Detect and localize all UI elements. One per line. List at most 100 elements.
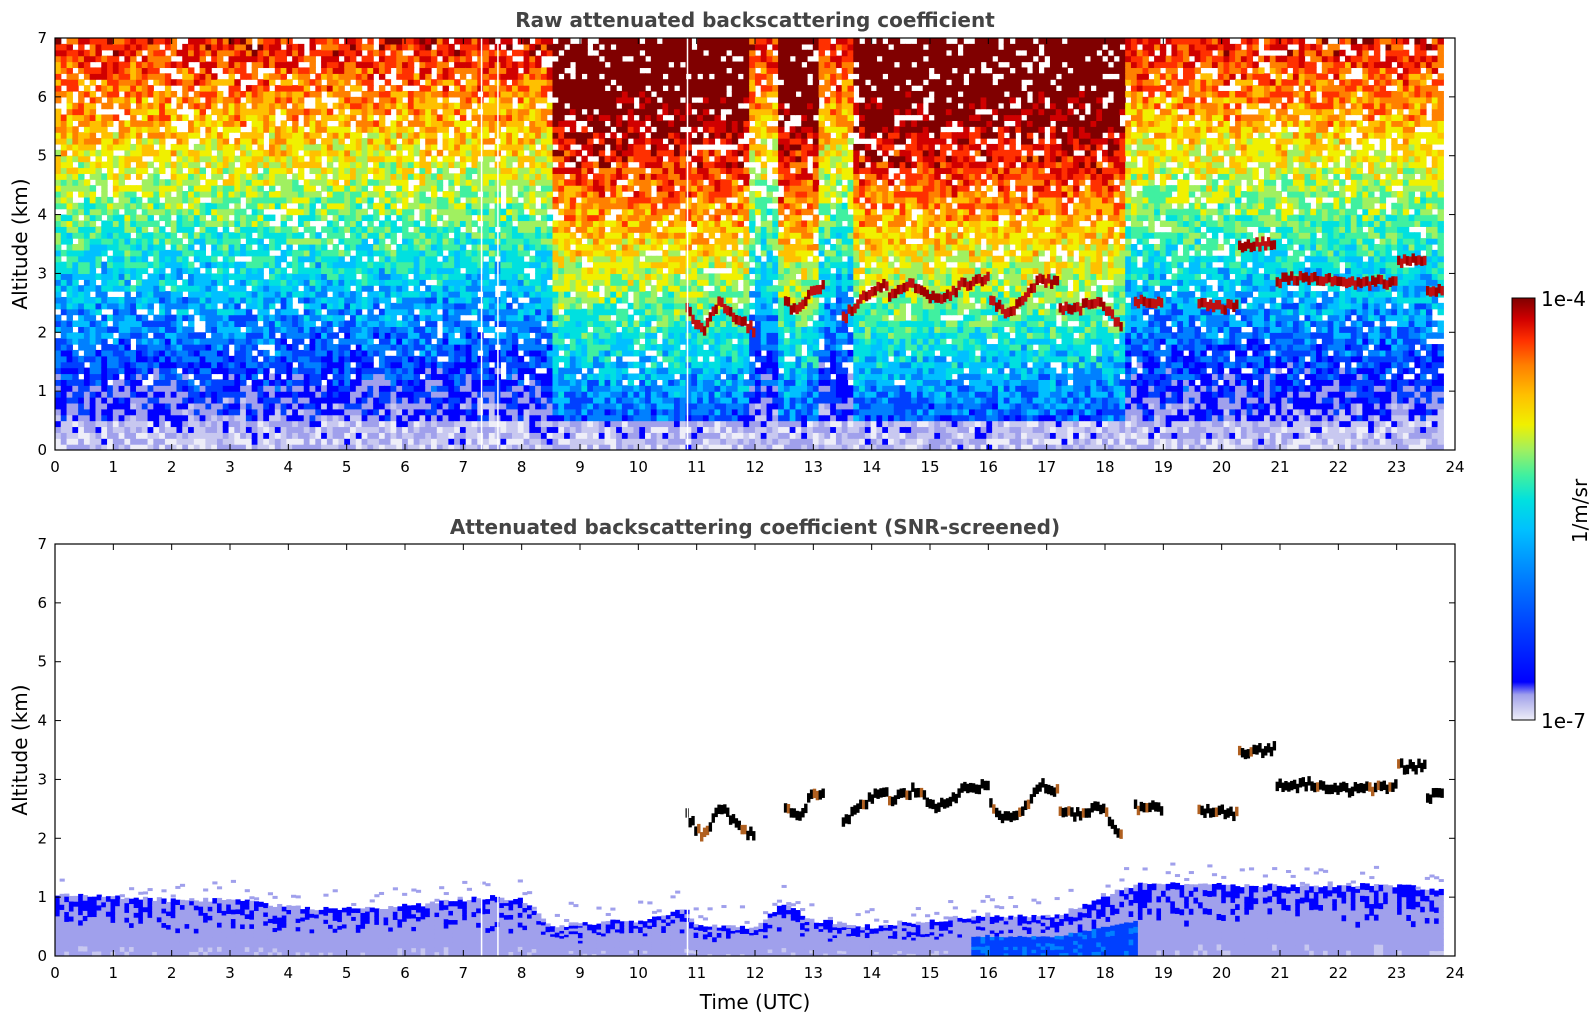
heatmap-cell bbox=[518, 250, 524, 256]
heatmap-cell bbox=[55, 415, 61, 421]
heatmap-cell bbox=[72, 126, 78, 132]
heatmap-cell bbox=[425, 179, 431, 185]
heatmap-cell bbox=[466, 409, 472, 415]
heatmap-cell bbox=[472, 238, 478, 244]
heatmap-cell bbox=[84, 244, 90, 250]
heatmap-cell bbox=[425, 232, 431, 238]
heatmap-cell bbox=[113, 232, 119, 238]
heatmap-cell bbox=[84, 150, 90, 156]
heatmap-cell bbox=[153, 56, 159, 62]
heatmap-cell bbox=[142, 85, 148, 91]
heatmap-cell bbox=[443, 297, 449, 303]
heatmap-cell bbox=[344, 44, 350, 50]
heatmap-cell bbox=[425, 391, 431, 397]
heatmap-cell bbox=[171, 344, 177, 350]
heatmap-cell bbox=[240, 38, 246, 44]
heatmap-cell bbox=[344, 244, 350, 250]
heatmap-cell bbox=[391, 415, 397, 421]
heatmap-cell bbox=[205, 403, 211, 409]
heatmap-cell bbox=[350, 432, 356, 438]
heatmap-cell bbox=[107, 238, 113, 244]
heatmap-cell bbox=[408, 385, 414, 391]
heatmap-cell bbox=[200, 120, 206, 126]
heatmap-cell bbox=[373, 373, 379, 379]
heatmap-cell bbox=[425, 403, 431, 409]
heatmap-cell bbox=[310, 226, 316, 232]
heatmap-cell bbox=[229, 97, 235, 103]
heatmap-cell bbox=[275, 103, 281, 109]
heatmap-cell bbox=[379, 67, 385, 73]
heatmap-cell bbox=[78, 91, 84, 97]
heatmap-cell bbox=[425, 373, 431, 379]
heatmap-cell bbox=[454, 256, 460, 262]
heatmap-cell bbox=[419, 173, 425, 179]
heatmap-cell bbox=[78, 356, 84, 362]
heatmap-cell bbox=[472, 156, 478, 162]
heatmap-cell bbox=[396, 156, 402, 162]
heatmap-cell bbox=[304, 67, 310, 73]
heatmap-cell bbox=[362, 150, 368, 156]
heatmap-cell bbox=[321, 426, 327, 432]
heatmap-cell bbox=[269, 150, 275, 156]
heatmap-cell bbox=[419, 209, 425, 215]
heatmap-cell bbox=[148, 191, 154, 197]
heatmap-cell bbox=[217, 50, 223, 56]
heatmap-cell bbox=[414, 256, 420, 262]
heatmap-cell bbox=[142, 44, 148, 50]
heatmap-cell bbox=[472, 126, 478, 132]
heatmap-cell bbox=[72, 115, 78, 121]
heatmap-cell bbox=[234, 362, 240, 368]
heatmap-cell bbox=[257, 379, 263, 385]
heatmap-cell bbox=[518, 109, 524, 115]
heatmap-cell bbox=[321, 179, 327, 185]
heatmap-cell bbox=[176, 373, 182, 379]
heatmap-cell bbox=[477, 285, 483, 291]
heatmap-cell bbox=[448, 244, 454, 250]
heatmap-cell bbox=[333, 362, 339, 368]
heatmap-cell bbox=[373, 409, 379, 415]
heatmap-cell bbox=[90, 56, 96, 62]
heatmap-cell bbox=[327, 326, 333, 332]
heatmap-cell bbox=[165, 73, 171, 79]
heatmap-cell bbox=[402, 126, 408, 132]
heatmap-cell bbox=[419, 215, 425, 221]
heatmap-cell bbox=[500, 50, 506, 56]
heatmap-cell bbox=[200, 344, 206, 350]
heatmap-cell bbox=[67, 203, 73, 209]
heatmap-cell bbox=[200, 279, 206, 285]
heatmap-cell bbox=[182, 256, 188, 262]
heatmap-cell bbox=[205, 432, 211, 438]
heatmap-cell bbox=[269, 185, 275, 191]
heatmap-cell bbox=[356, 209, 362, 215]
heatmap-cell bbox=[246, 297, 252, 303]
heatmap-cell bbox=[385, 109, 391, 115]
heatmap-cell bbox=[304, 273, 310, 279]
heatmap-cell bbox=[171, 179, 177, 185]
heatmap-cell bbox=[234, 432, 240, 438]
heatmap-cell bbox=[153, 279, 159, 285]
heatmap-cell bbox=[119, 50, 125, 56]
heatmap-cell bbox=[165, 373, 171, 379]
heatmap-cell bbox=[153, 391, 159, 397]
heatmap-cell bbox=[182, 220, 188, 226]
heatmap-cell bbox=[304, 379, 310, 385]
heatmap-cell bbox=[402, 250, 408, 256]
heatmap-cell bbox=[315, 167, 321, 173]
heatmap-cell bbox=[78, 50, 84, 56]
heatmap-cell bbox=[304, 191, 310, 197]
heatmap-cell bbox=[217, 356, 223, 362]
heatmap-cell bbox=[223, 44, 229, 50]
heatmap-cell bbox=[367, 85, 373, 91]
heatmap-cell bbox=[466, 203, 472, 209]
heatmap-cell bbox=[367, 256, 373, 262]
heatmap-cell bbox=[211, 273, 217, 279]
heatmap-cell bbox=[217, 97, 223, 103]
heatmap-cell bbox=[165, 356, 171, 362]
heatmap-cell bbox=[367, 297, 373, 303]
heatmap-cell bbox=[246, 368, 252, 374]
heatmap-cell bbox=[257, 426, 263, 432]
heatmap-cell bbox=[182, 215, 188, 221]
heatmap-cell bbox=[419, 162, 425, 168]
heatmap-cell bbox=[130, 326, 136, 332]
heatmap-cell bbox=[176, 344, 182, 350]
